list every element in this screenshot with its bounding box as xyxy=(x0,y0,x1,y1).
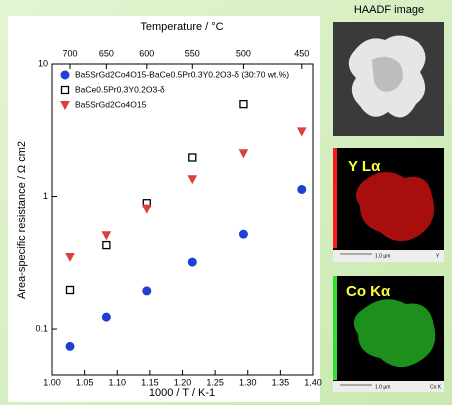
x-tick-label: 1.30 xyxy=(239,377,257,387)
x-axis-label: 1000 / T / K-1 xyxy=(149,387,215,399)
legend-label: BaCe0.5Pr0.3Y0.2O3-δ xyxy=(75,84,165,94)
point xyxy=(143,287,151,295)
point xyxy=(298,185,306,193)
color-bar xyxy=(333,276,337,380)
x-tick-label: 1.35 xyxy=(272,377,290,387)
y-axis-label: Area-specific resistance / Ω cm2 xyxy=(16,141,28,299)
y-tick-label: 10 xyxy=(38,58,48,68)
x2-tick-label: 650 xyxy=(99,48,114,58)
x-tick-label: 1.25 xyxy=(206,377,224,387)
y-tick-label: 1 xyxy=(43,191,48,201)
scale-label: 1.0 µm xyxy=(375,253,390,259)
x-tick-label: 1.40 xyxy=(304,377,322,387)
x-tick-label: 1.00 xyxy=(43,377,61,387)
panel-title: Co Kα xyxy=(346,283,391,300)
panel-title: Y Lα xyxy=(348,158,381,175)
x2-tick-label: 550 xyxy=(185,48,200,58)
point xyxy=(188,258,196,266)
figure: HAADF image 1.0 µm Y Y Lα 1.0 µm Co K Co… xyxy=(0,0,452,405)
point xyxy=(239,230,247,238)
legend-label: Ba5SrGd2Co4O15-BaCe0.5Pr0.3Y0.2O3-δ (30:… xyxy=(75,69,289,79)
x-tick-label: 1.10 xyxy=(108,377,126,387)
y-tick-label: 0.1 xyxy=(35,323,48,333)
x2-tick-label: 500 xyxy=(236,48,251,58)
point xyxy=(66,342,74,350)
panel-tag: Co K xyxy=(430,384,442,390)
panel-title: HAADF image xyxy=(354,4,424,16)
color-bar xyxy=(333,148,337,248)
legend-label: Ba5SrGd2Co4O15 xyxy=(75,99,147,109)
legend-marker xyxy=(61,71,69,79)
x2-tick-label: 450 xyxy=(294,48,309,58)
x-tick-label: 1.05 xyxy=(76,377,94,387)
point xyxy=(102,313,110,321)
x2-tick-label: 600 xyxy=(139,48,154,58)
page: {"chart_data": {"type": "scatter", "xlab… xyxy=(0,0,452,405)
x2-axis-label: Temperature / °C xyxy=(140,21,223,33)
x-tick-label: 1.15 xyxy=(141,377,159,387)
x2-tick-label: 700 xyxy=(62,48,77,58)
scale-label: 1.0 µm xyxy=(375,384,390,390)
x-tick-label: 1.20 xyxy=(174,377,192,387)
